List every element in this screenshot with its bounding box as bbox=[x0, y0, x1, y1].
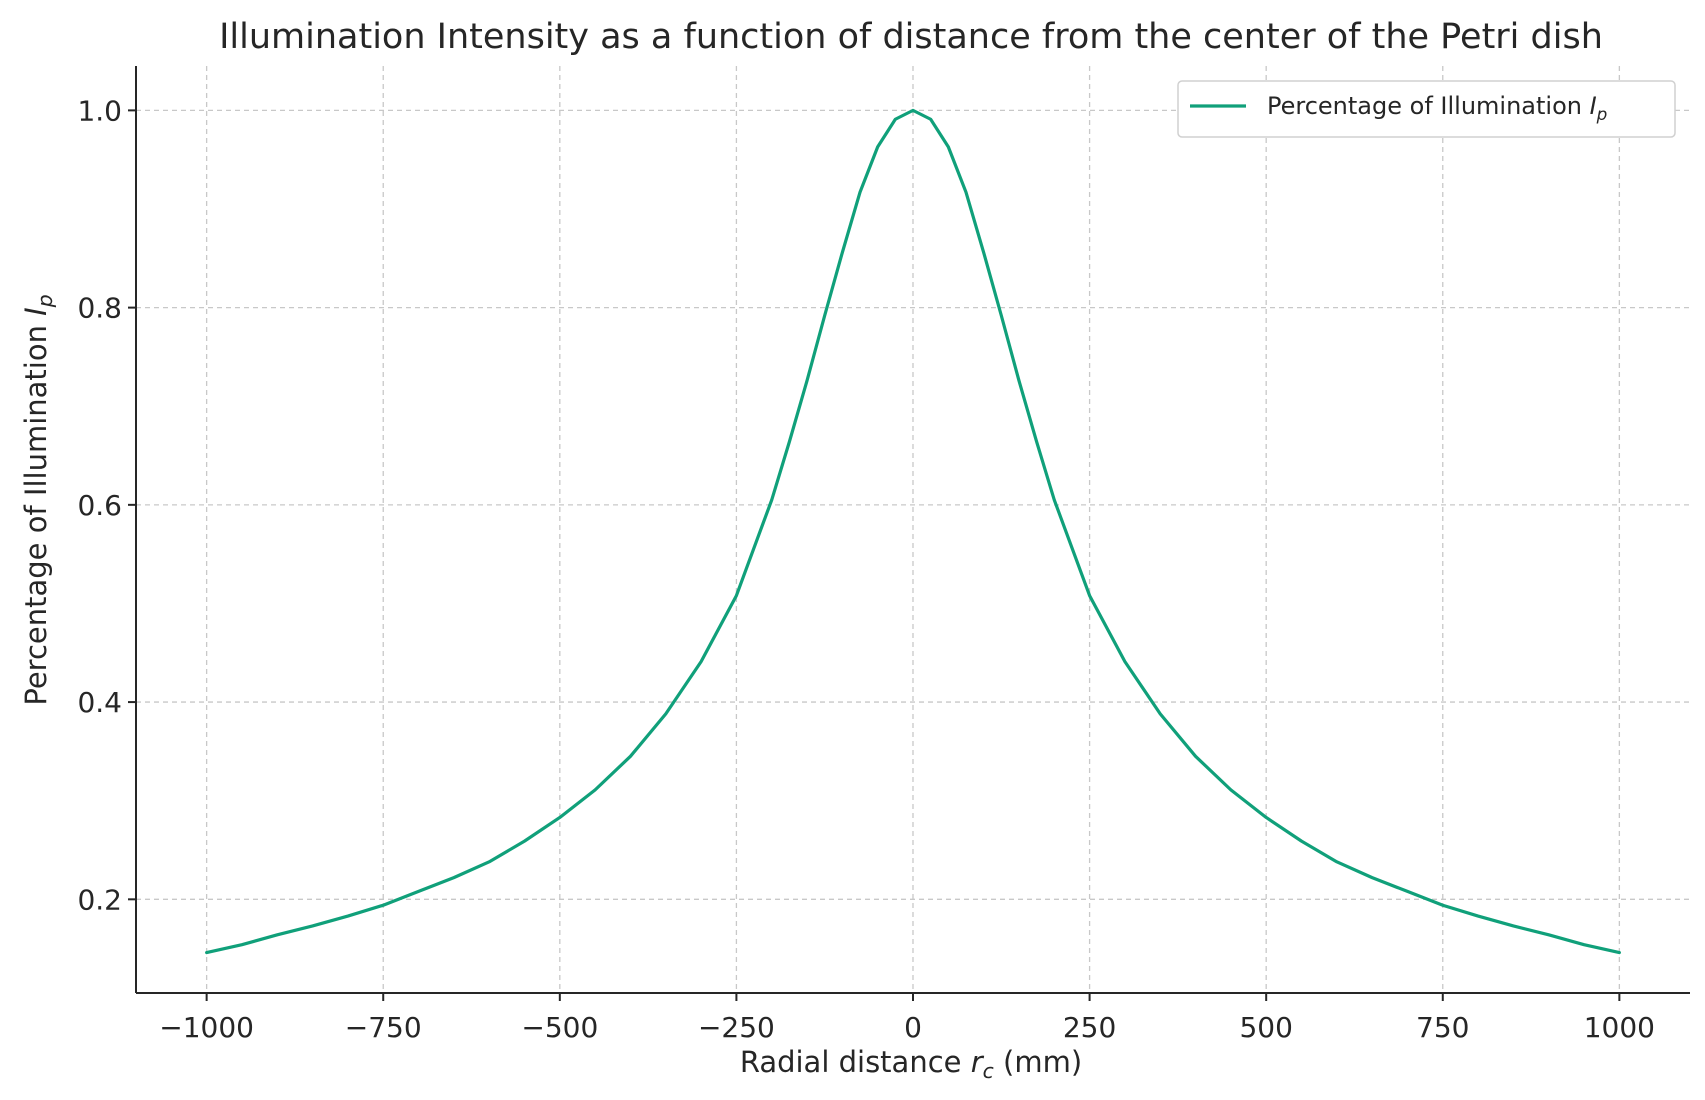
y-tick-label: 0.2 bbox=[77, 883, 122, 916]
y-axis-label-text: Percentage of Illumination bbox=[19, 316, 53, 706]
x-tick-label: −750 bbox=[345, 1011, 422, 1044]
y-tick-label: 0.8 bbox=[77, 292, 122, 325]
legend: Percentage of Illumination Ip bbox=[1177, 80, 1676, 138]
x-tick-label: −250 bbox=[698, 1011, 775, 1044]
x-tick-label: −1000 bbox=[159, 1011, 254, 1044]
x-tick-label: 750 bbox=[1416, 1011, 1469, 1044]
x-tick-label: 1000 bbox=[1584, 1011, 1655, 1044]
legend-label: Percentage of Illumination Ip bbox=[1267, 92, 1607, 124]
legend-label-subscript: p bbox=[1596, 104, 1608, 124]
x-axis-label: Radial distance rc (mm) bbox=[740, 1045, 1082, 1083]
y-axis-label-subscript: p bbox=[33, 294, 57, 308]
y-tick-label: 1.0 bbox=[77, 94, 122, 127]
x-tick-label: 500 bbox=[1239, 1011, 1292, 1044]
series-line bbox=[205, 108, 1621, 955]
y-axis-label: Percentage of Illumination Ip bbox=[19, 294, 57, 705]
x-axis-label-text: Radial distance bbox=[740, 1045, 971, 1079]
x-tick-label: 0 bbox=[904, 1011, 922, 1044]
x-axis-label-subscript: c bbox=[983, 1059, 994, 1083]
legend-label-variable: I bbox=[1590, 92, 1597, 120]
x-axis-ticks: −1000 −750 −500 −250 0 250 500 750 1000 bbox=[159, 993, 1655, 1044]
legend-frame bbox=[1177, 80, 1676, 138]
x-axis-label-unit: (mm) bbox=[994, 1045, 1082, 1079]
legend-label-text: Percentage of Illumination bbox=[1267, 92, 1590, 120]
y-axis-ticks: 0.2 0.4 0.6 0.8 1.0 bbox=[77, 94, 136, 916]
y-tick-label: 0.4 bbox=[77, 686, 122, 719]
x-tick-label: −500 bbox=[521, 1011, 598, 1044]
x-axis-label-variable: r bbox=[971, 1045, 985, 1079]
grid bbox=[136, 66, 1690, 993]
chart-title: Illumination Intensity as a function of … bbox=[219, 17, 1603, 57]
y-tick-label: 0.6 bbox=[77, 489, 122, 522]
series-layer bbox=[205, 108, 1621, 955]
y-axis-label-variable: I bbox=[19, 307, 53, 316]
x-tick-label: 250 bbox=[1063, 1011, 1116, 1044]
